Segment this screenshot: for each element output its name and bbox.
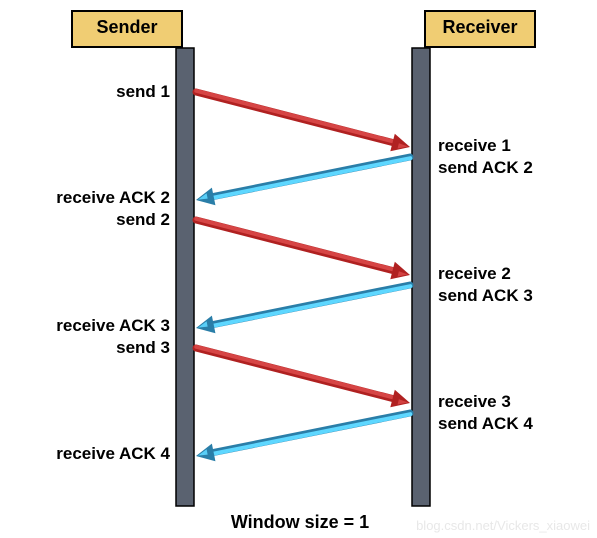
left-label-5: receive ACK 4 [56,444,170,463]
left-label-2: send 2 [116,210,170,229]
right-label-2: receive 2 [438,264,511,283]
right-label-4: receive 3 [438,392,511,411]
receiver-timeline [412,48,430,506]
right-label-5: send ACK 4 [438,414,533,433]
right-label-3: send ACK 3 [438,286,533,305]
sender-timeline [176,48,194,506]
receiver-header-label: Receiver [442,17,517,37]
right-label-0: receive 1 [438,136,511,155]
left-label-0: send 1 [116,82,170,101]
right-label-1: send ACK 2 [438,158,533,177]
footer-label: Window size = 1 [231,512,369,532]
watermark: blog.csdn.net/Vickers_xiaowei [416,518,590,533]
sender-header-label: Sender [96,17,157,37]
left-label-3: receive ACK 3 [56,316,170,335]
left-label-1: receive ACK 2 [56,188,170,207]
sequence-diagram: blog.csdn.net/Vickers_xiaowei Sender Recei… [0,0,597,538]
left-label-4: send 3 [116,338,170,357]
